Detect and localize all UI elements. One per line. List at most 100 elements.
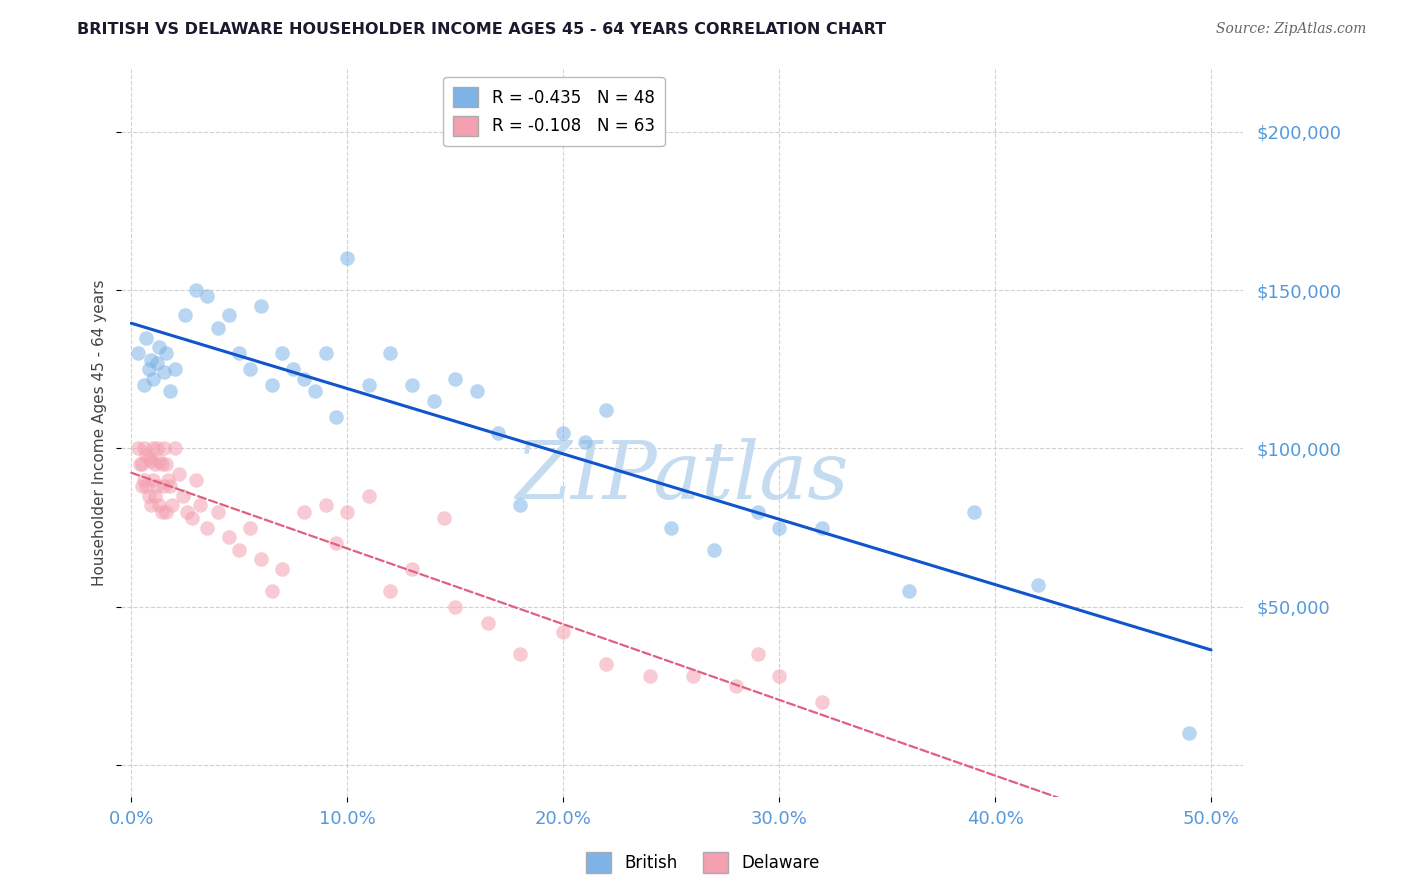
Point	[127, 346, 149, 360]
Point	[336, 505, 359, 519]
Point	[172, 489, 194, 503]
Point	[127, 442, 149, 456]
Point	[509, 647, 531, 661]
Point	[155, 346, 177, 360]
Legend: R = -0.435   N = 48, R = -0.108   N = 63: R = -0.435 N = 48, R = -0.108 N = 63	[443, 77, 665, 146]
Point	[218, 530, 240, 544]
Point	[315, 499, 337, 513]
Point	[146, 479, 169, 493]
Point	[574, 435, 596, 450]
Point	[315, 346, 337, 360]
Point	[162, 499, 184, 513]
Point	[148, 454, 170, 468]
Point	[271, 562, 294, 576]
Point	[638, 669, 661, 683]
Point	[142, 372, 165, 386]
Point	[380, 346, 402, 360]
Text: BRITISH VS DELAWARE HOUSEHOLDER INCOME AGES 45 - 64 YEARS CORRELATION CHART: BRITISH VS DELAWARE HOUSEHOLDER INCOME A…	[77, 22, 886, 37]
Point	[135, 448, 157, 462]
Point	[138, 450, 160, 465]
Point	[553, 425, 575, 440]
Point	[1178, 726, 1201, 740]
Point	[143, 458, 166, 472]
Point	[180, 511, 202, 525]
Point	[509, 499, 531, 513]
Point	[163, 442, 186, 456]
Point	[138, 362, 160, 376]
Point	[134, 442, 156, 456]
Point	[595, 657, 617, 671]
Point	[380, 583, 402, 598]
Point	[271, 346, 294, 360]
Point	[139, 499, 162, 513]
Point	[155, 505, 177, 519]
Point	[304, 384, 326, 399]
Point	[811, 521, 834, 535]
Point	[176, 505, 198, 519]
Point	[768, 669, 790, 683]
Point	[138, 489, 160, 503]
Point	[129, 458, 152, 472]
Point	[260, 378, 283, 392]
Point	[155, 458, 177, 472]
Point	[142, 442, 165, 456]
Point	[283, 362, 305, 376]
Point	[292, 505, 315, 519]
Point	[250, 299, 273, 313]
Point	[152, 442, 174, 456]
Point	[768, 521, 790, 535]
Y-axis label: Householder Income Ages 45 - 64 years: Householder Income Ages 45 - 64 years	[93, 279, 107, 586]
Point	[152, 366, 174, 380]
Point	[239, 362, 262, 376]
Point	[135, 331, 157, 345]
Point	[659, 521, 682, 535]
Point	[811, 695, 834, 709]
Point	[146, 356, 169, 370]
Point	[260, 583, 283, 598]
Point	[139, 352, 162, 367]
Point	[250, 552, 273, 566]
Point	[134, 473, 156, 487]
Point	[477, 615, 499, 630]
Point	[207, 505, 229, 519]
Point	[159, 479, 181, 493]
Text: ZIPatlas: ZIPatlas	[515, 438, 849, 515]
Point	[131, 458, 153, 472]
Point	[465, 384, 488, 399]
Point	[422, 394, 444, 409]
Point	[239, 521, 262, 535]
Point	[184, 473, 207, 487]
Point	[218, 309, 240, 323]
Point	[488, 425, 510, 440]
Point	[747, 505, 769, 519]
Point	[143, 489, 166, 503]
Point	[703, 542, 725, 557]
Point	[357, 378, 380, 392]
Point	[444, 599, 467, 614]
Legend: British, Delaware: British, Delaware	[579, 846, 827, 880]
Point	[1026, 577, 1049, 591]
Point	[150, 505, 173, 519]
Point	[433, 511, 456, 525]
Point	[682, 669, 704, 683]
Point	[325, 409, 347, 424]
Point	[747, 647, 769, 661]
Point	[325, 536, 347, 550]
Point	[897, 583, 920, 598]
Point	[195, 289, 218, 303]
Point	[146, 442, 169, 456]
Point	[190, 499, 212, 513]
Point	[228, 346, 250, 360]
Point	[174, 309, 197, 323]
Point	[595, 403, 617, 417]
Point	[228, 542, 250, 557]
Point	[148, 499, 170, 513]
Point	[357, 489, 380, 503]
Text: Source: ZipAtlas.com: Source: ZipAtlas.com	[1216, 22, 1367, 37]
Point	[292, 372, 315, 386]
Point	[135, 479, 157, 493]
Point	[167, 467, 190, 481]
Point	[195, 521, 218, 535]
Point	[139, 454, 162, 468]
Point	[157, 473, 180, 487]
